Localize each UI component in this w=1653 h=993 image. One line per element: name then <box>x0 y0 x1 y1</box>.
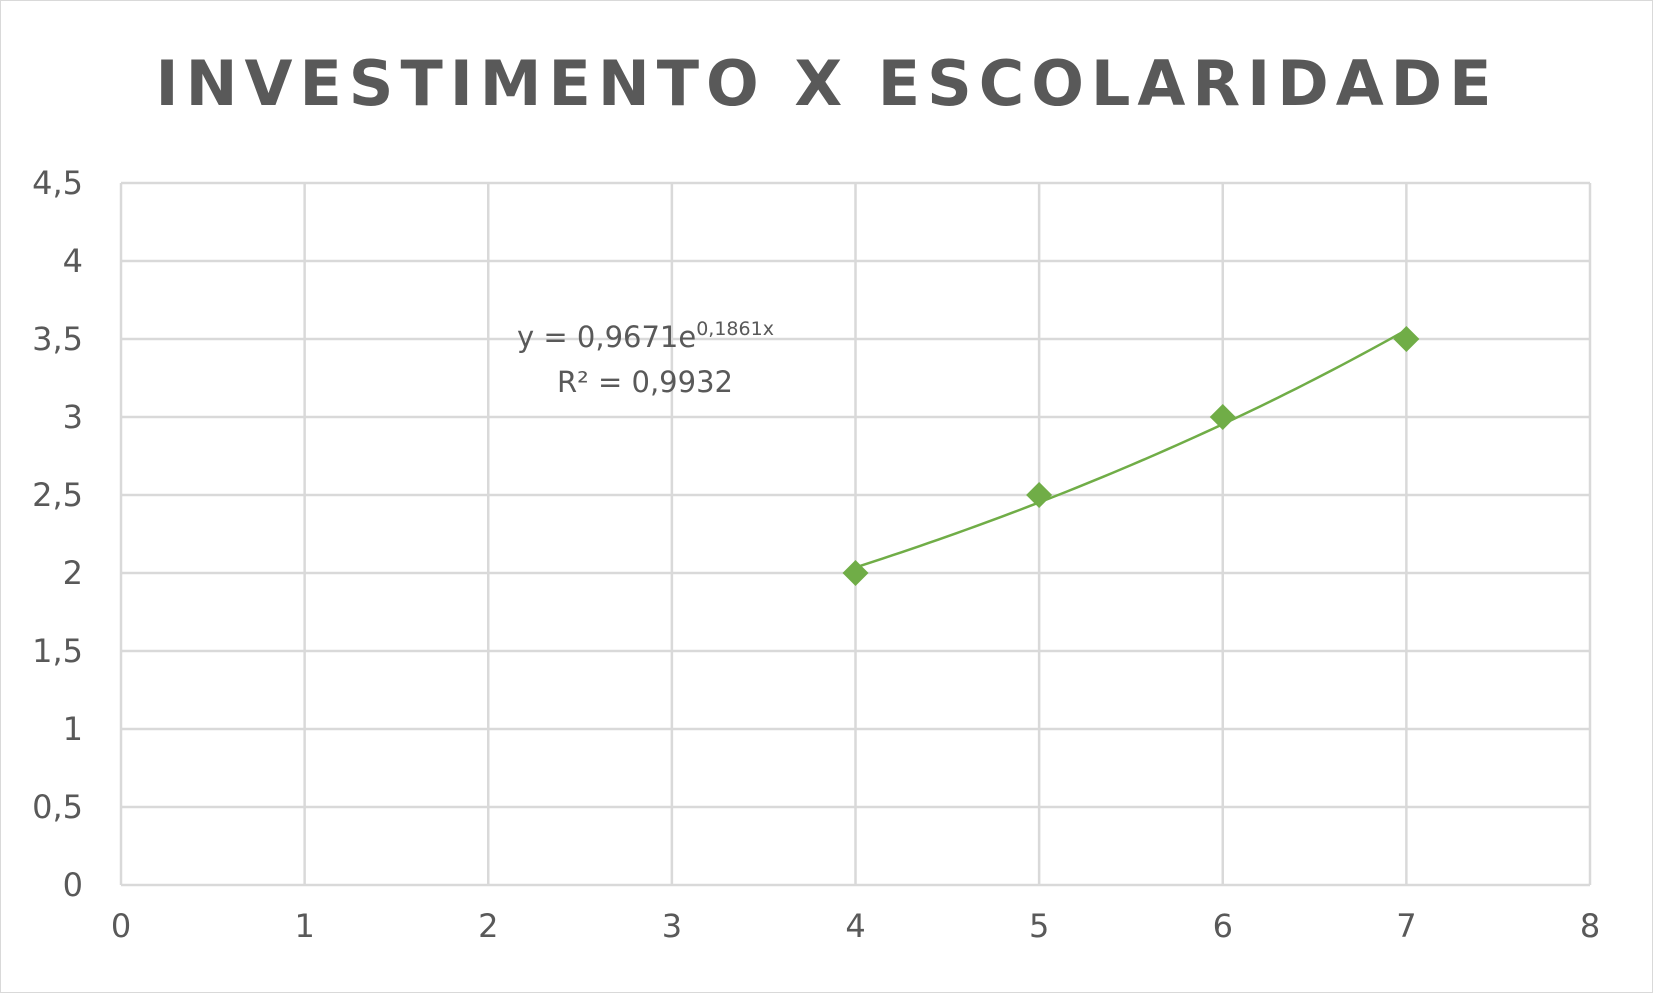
x-tick-label: 1 <box>294 907 314 945</box>
data-point-layer <box>842 326 1420 586</box>
y-tick-label: 1 <box>63 710 83 748</box>
x-tick-label: 2 <box>478 907 498 945</box>
data-point <box>1026 482 1053 508</box>
y-tick-label: 2 <box>63 554 83 592</box>
x-tick-label: 5 <box>1029 907 1049 945</box>
y-tick-label: 0,5 <box>32 788 83 826</box>
tick-layer: 0 1 2 3 4 5 6 7 8 0 0,5 1 1,5 2 2,5 3 3,5 4 4,5 <box>32 164 1600 945</box>
trendline-equation: y = 0,9671e0,1861x <box>517 318 774 354</box>
x-tick-label: 7 <box>1396 907 1416 945</box>
trendline-equation-exponent: 0,1861x <box>696 318 774 340</box>
trendline-equation-base: y = 0,9671e <box>517 320 696 354</box>
data-point <box>842 560 869 586</box>
x-tick-label: 4 <box>845 907 865 945</box>
x-tick-label: 8 <box>1580 907 1600 945</box>
trendline-curve <box>855 328 1407 569</box>
y-tick-label: 4,5 <box>32 164 83 202</box>
data-point <box>1393 326 1420 352</box>
x-tick-label: 6 <box>1213 907 1233 945</box>
trendline-equation-label: y = 0,9671e0,1861x R² = 0,9932 <box>517 318 774 399</box>
x-tick-label: 3 <box>662 907 682 945</box>
data-point <box>1209 404 1236 430</box>
chart-title: INVESTIMENTO X ESCOLARIDADE <box>156 47 1499 120</box>
y-tick-label: 0 <box>63 866 83 904</box>
trendline-r-squared: R² = 0,9932 <box>557 365 733 399</box>
y-tick-label: 1,5 <box>32 632 83 670</box>
trendline-layer <box>855 328 1407 569</box>
y-tick-label: 4 <box>63 242 83 280</box>
x-tick-label: 0 <box>111 907 131 945</box>
y-tick-label: 3 <box>63 398 83 436</box>
y-tick-label: 3,5 <box>32 320 83 358</box>
grid-layer <box>119 181 1592 887</box>
y-tick-label: 2,5 <box>32 476 83 514</box>
